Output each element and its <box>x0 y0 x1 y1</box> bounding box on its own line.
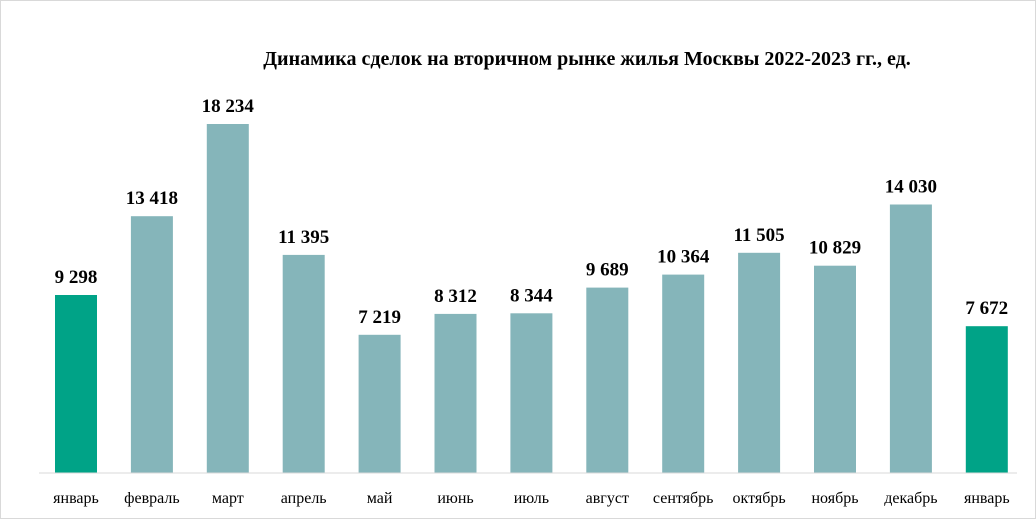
bar-10 <box>738 252 781 473</box>
bar-12 <box>889 204 932 473</box>
value-label-3: 18 234 <box>202 96 255 117</box>
x-tick-label-2: февраль <box>124 490 180 507</box>
value-label-1: 9 298 <box>55 267 98 288</box>
value-label-9: 10 364 <box>657 247 710 268</box>
chart-title: Динамика сделок на вторичном рынке жилья… <box>263 48 910 70</box>
bar-9 <box>662 274 705 473</box>
bar-1 <box>55 295 97 473</box>
value-label-2: 13 418 <box>126 188 178 209</box>
x-tick-label-4: апрель <box>281 490 327 507</box>
x-tick-label-6: июнь <box>437 490 473 507</box>
bar-5 <box>358 334 401 473</box>
value-label-4: 11 395 <box>278 227 329 248</box>
x-tick-label-10: октябрь <box>733 490 786 507</box>
bar-6 <box>434 313 477 473</box>
x-tick-label-12: декабрь <box>884 490 937 507</box>
bar-3 <box>206 124 249 473</box>
bars-group <box>55 124 1008 473</box>
x-tick-label-8: август <box>586 490 629 507</box>
x-tick-label-5: май <box>367 490 393 507</box>
x-tick-labels-group: январь февраль март апрель май июнь июль август… <box>53 490 1009 507</box>
bar-4 <box>282 254 325 473</box>
x-tick-label-3: март <box>212 490 244 507</box>
value-label-11: 10 829 <box>809 238 861 259</box>
x-tick-label-7: июль <box>514 490 549 507</box>
value-label-13: 7 672 <box>965 298 1008 319</box>
bar-2 <box>130 216 173 473</box>
x-tick-label-1: январь <box>53 490 99 507</box>
value-label-10: 11 505 <box>733 225 784 246</box>
value-label-6: 8 312 <box>434 286 477 307</box>
x-tick-label-9: сентябрь <box>653 490 714 507</box>
bar-8 <box>586 287 629 473</box>
x-tick-label-13: январь <box>964 490 1010 507</box>
value-label-5: 7 219 <box>358 307 401 328</box>
value-label-8: 9 689 <box>586 260 629 281</box>
bar-13 <box>965 326 1008 473</box>
value-label-7: 8 344 <box>510 285 553 306</box>
x-tick-label-11: ноябрь <box>811 490 858 507</box>
value-labels-group: 9 298 13 418 18 234 11 395 7 219 8 312 8 344 9 … <box>55 96 1009 328</box>
bar-7 <box>510 313 553 473</box>
bar-11 <box>814 265 856 473</box>
value-label-12: 14 030 <box>885 177 937 198</box>
